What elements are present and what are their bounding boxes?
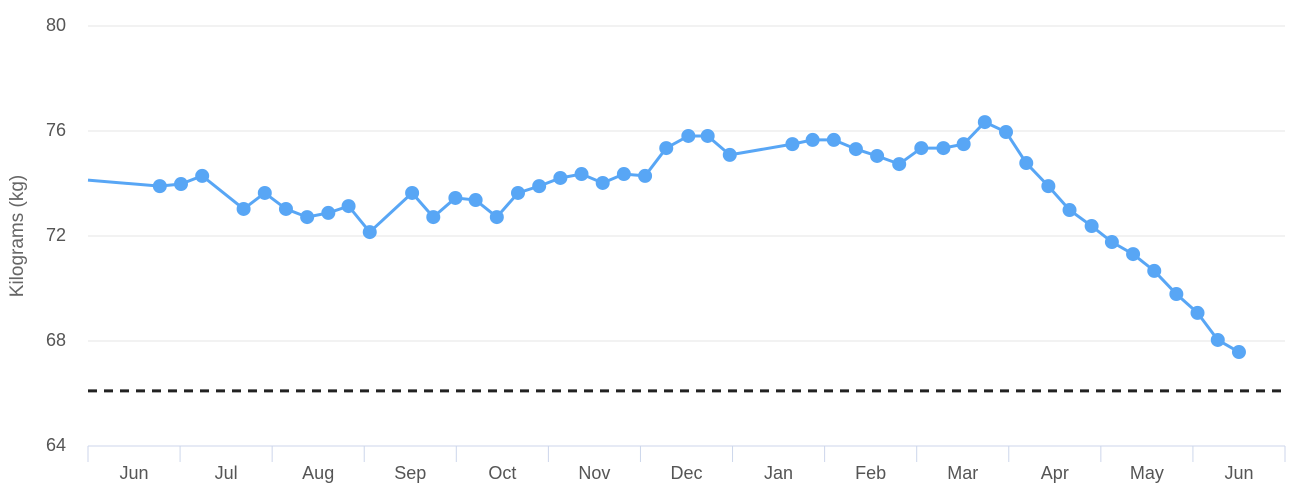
data-point — [616, 167, 631, 182]
data-point — [595, 175, 610, 190]
data-point — [489, 210, 504, 225]
data-point — [173, 177, 188, 192]
y-tick-label: 76 — [46, 120, 66, 140]
y-tick-label: 68 — [46, 330, 66, 350]
x-tick-label: Jul — [215, 463, 238, 483]
data-point — [892, 157, 907, 172]
y-tick-label: 80 — [46, 15, 66, 35]
x-tick-label: Nov — [578, 463, 610, 483]
y-tick-label: 64 — [46, 435, 66, 455]
x-tick-label: Aug — [302, 463, 334, 483]
data-point — [1019, 156, 1034, 171]
data-point — [1147, 263, 1162, 278]
data-point — [805, 132, 820, 147]
data-point — [278, 201, 293, 216]
data-point — [870, 148, 885, 163]
data-point — [321, 205, 336, 220]
data-point — [999, 125, 1014, 140]
data-point — [1190, 305, 1205, 320]
data-point — [1210, 332, 1225, 347]
data-point — [341, 199, 356, 214]
data-point — [300, 210, 315, 225]
data-point — [1104, 235, 1119, 250]
data-point — [532, 179, 547, 194]
data-point — [574, 167, 589, 182]
series-line — [87, 120, 1240, 354]
data-point — [468, 193, 483, 208]
data-point — [1126, 247, 1141, 262]
data-point — [195, 168, 210, 183]
data-point — [977, 115, 992, 130]
data-point — [785, 137, 800, 152]
data-point — [405, 185, 420, 200]
data-point — [362, 225, 377, 240]
data-point — [700, 128, 715, 143]
data-point — [681, 128, 696, 143]
data-point — [848, 142, 863, 157]
data-point — [448, 190, 463, 205]
data-point — [1084, 219, 1099, 234]
x-tick-label: Feb — [855, 463, 886, 483]
data-point — [1169, 287, 1184, 302]
data-point — [152, 179, 167, 194]
x-tick-label: Jun — [120, 463, 149, 483]
x-tick-label: Jan — [764, 463, 793, 483]
data-point — [936, 141, 951, 156]
data-point — [826, 132, 841, 147]
data-point — [426, 210, 441, 225]
data-point — [914, 141, 929, 156]
data-point — [510, 185, 525, 200]
x-tick-label: Dec — [670, 463, 702, 483]
x-tick-label: May — [1130, 463, 1164, 483]
x-tick-label: Oct — [488, 463, 516, 483]
data-point — [956, 137, 971, 152]
x-tick-label: Sep — [394, 463, 426, 483]
data-point — [1062, 203, 1077, 218]
data-point — [553, 170, 568, 185]
data-point — [638, 168, 653, 183]
y-axis-title: Kilograms (kg) — [7, 175, 28, 297]
data-point — [1041, 179, 1056, 194]
data-point — [1231, 345, 1246, 360]
data-point — [722, 147, 737, 162]
y-tick-label: 72 — [46, 225, 66, 245]
x-tick-label: Apr — [1041, 463, 1069, 483]
x-tick-label: Mar — [947, 463, 978, 483]
data-point — [659, 141, 674, 156]
x-tick-label: Jun — [1224, 463, 1253, 483]
data-point — [236, 201, 251, 216]
data-point — [257, 185, 272, 200]
